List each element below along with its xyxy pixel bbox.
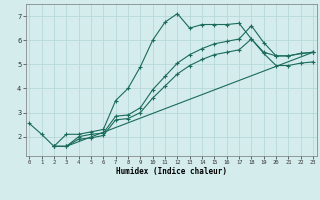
X-axis label: Humidex (Indice chaleur): Humidex (Indice chaleur) [116, 167, 227, 176]
